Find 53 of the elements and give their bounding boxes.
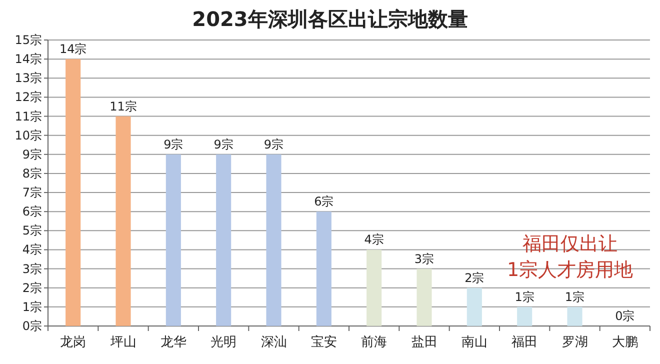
- data-label: 3宗: [414, 252, 434, 266]
- bar: [316, 212, 332, 326]
- bar: [216, 154, 232, 326]
- bar: [466, 288, 482, 326]
- y-tick-label: 9宗: [22, 147, 42, 162]
- data-label: 4宗: [364, 232, 384, 247]
- x-tick-label: 罗湖: [562, 335, 588, 350]
- data-label: 9宗: [264, 137, 284, 152]
- annotation: 福田仅出让 1宗人才房用地: [506, 233, 634, 281]
- y-tick-label: 14宗: [14, 52, 42, 66]
- y-tick-label: 10宗: [14, 128, 42, 142]
- y-tick-label: 13宗: [14, 71, 42, 86]
- y-tick-label: 6宗: [22, 204, 42, 219]
- x-tick-label: 福田: [512, 335, 538, 350]
- bar: [567, 306, 582, 326]
- x-tick-label: 大鹏: [612, 335, 638, 350]
- x-tick-label: 龙华: [160, 335, 186, 350]
- x-tick-label: 龙岗: [60, 335, 86, 350]
- bar: [517, 306, 532, 326]
- y-tick-label: 0宗: [22, 319, 42, 333]
- y-tick-label: 3宗: [22, 262, 42, 276]
- bar: [266, 154, 282, 326]
- y-tick-label: 5宗: [22, 224, 42, 238]
- data-label: 9宗: [164, 137, 184, 152]
- data-label: 9宗: [214, 137, 234, 152]
- y-tick-label: 8宗: [22, 166, 42, 180]
- y-tick-label: 11宗: [14, 109, 42, 124]
- chart-title: 2023年深圳各区出让宗地数量: [192, 7, 468, 31]
- data-label: 11宗: [110, 99, 137, 114]
- x-tick-label: 前海: [361, 335, 388, 350]
- data-label: 0宗: [615, 309, 635, 323]
- bar: [116, 116, 131, 326]
- bar: [416, 268, 432, 326]
- y-tick-label: 15宗: [14, 33, 42, 47]
- y-tick-label: 4宗: [22, 242, 42, 257]
- x-tick-label: 深汕: [260, 335, 287, 350]
- y-tick-label: 12宗: [14, 90, 42, 104]
- x-tick-label: 盐田: [411, 335, 438, 350]
- data-label: 14宗: [59, 42, 87, 56]
- data-label: 1宗: [514, 290, 534, 304]
- x-tick-label: 宝安: [310, 334, 337, 350]
- x-tick-label: 光明: [210, 335, 237, 350]
- data-label: 2宗: [464, 270, 484, 285]
- data-label: 1宗: [564, 290, 585, 304]
- y-tick-label: 2宗: [22, 280, 42, 295]
- y-tick-label: 1宗: [22, 300, 42, 314]
- bar: [166, 154, 181, 326]
- x-tick-label: 南山: [461, 335, 488, 350]
- x-tick-label: 坪山: [109, 335, 136, 350]
- bar: [66, 59, 81, 326]
- y-tick-label: 7宗: [22, 186, 42, 200]
- bar: [366, 250, 382, 326]
- data-label: 6宗: [314, 194, 334, 209]
